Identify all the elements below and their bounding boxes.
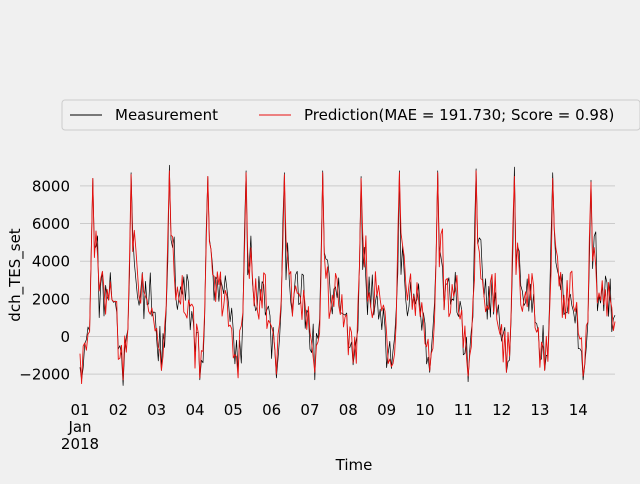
x-tick-label: 02 [109,401,128,419]
x-tick-label: 06 [262,401,281,419]
legend-label-prediction: Prediction(MAE = 191.730; Score = 0.98) [304,106,614,124]
y-axis-label: dch_TES_set [6,228,25,321]
y-tick-label: 0 [60,328,70,346]
x-tick-label: 04 [185,401,204,419]
y-tick-label: 8000 [32,177,70,195]
x-tick-label: 10 [415,401,434,419]
x-tick-label: 12 [492,401,511,419]
x-axis-label: Time [335,456,373,474]
y-tick-label: 2000 [32,290,70,308]
legend: Measurement Prediction(MAE = 191.730; Sc… [61,99,640,131]
x-tick-label: 09 [377,401,396,419]
series-layer [79,164,616,386]
x-tick-label: 07 [300,401,319,419]
x-tick-sublabel: Jan [67,418,91,436]
x-tick-label: 08 [339,401,358,419]
x-tick-label: 03 [147,401,166,419]
legend-frame [61,99,640,131]
x-tick-label: 01 [70,401,89,419]
x-tick-label: 05 [224,401,243,419]
y-tick-label: 6000 [32,215,70,233]
x-tick-label: 14 [569,401,588,419]
series-prediction-line [79,170,616,385]
x-tick-label: 13 [530,401,549,419]
y-tick-label: 4000 [32,253,70,271]
y-tick-label: −2000 [19,366,70,384]
x-tick-label: 11 [454,401,473,419]
x-tick-sublabel: 2018 [61,435,99,453]
legend-label-measurement: Measurement [115,106,218,124]
